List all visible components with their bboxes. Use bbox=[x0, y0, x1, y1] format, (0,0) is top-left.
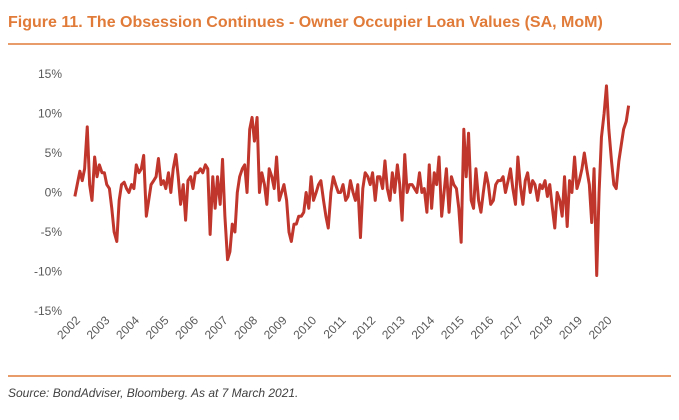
x-tick-label: 2003 bbox=[84, 313, 113, 342]
x-tick-label: 2019 bbox=[556, 313, 585, 342]
y-tick-label: -10% bbox=[34, 265, 62, 279]
x-tick-label: 2014 bbox=[409, 313, 438, 342]
x-tick-label: 2016 bbox=[468, 313, 497, 342]
x-tick-label: 2006 bbox=[172, 313, 201, 342]
x-tick-label: 2005 bbox=[143, 313, 172, 342]
y-tick-label: 0% bbox=[45, 186, 63, 200]
source-note: Source: BondAdviser, Bloomberg. As at 7 … bbox=[8, 386, 298, 400]
x-tick-label: 2020 bbox=[586, 313, 615, 342]
y-tick-label: 15% bbox=[38, 67, 62, 81]
x-tick-label: 2010 bbox=[290, 313, 319, 342]
chart-title: Figure 11. The Obsession Continues - Own… bbox=[8, 14, 603, 31]
x-tick-label: 2013 bbox=[379, 313, 408, 342]
x-tick-label: 2012 bbox=[350, 313, 379, 342]
x-tick-label: 2018 bbox=[527, 313, 556, 342]
x-tick-label: 2015 bbox=[438, 313, 467, 342]
x-tick-label: 2017 bbox=[497, 313, 526, 342]
y-tick-label: -15% bbox=[34, 304, 62, 318]
x-tick-label: 2011 bbox=[321, 313, 349, 341]
y-tick-label: 10% bbox=[38, 107, 62, 121]
data-line bbox=[73, 84, 631, 277]
y-tick-label: 5% bbox=[45, 146, 63, 160]
x-tick-label: 2008 bbox=[231, 313, 260, 342]
y-tick-label: -5% bbox=[41, 225, 63, 239]
x-tick-label: 2009 bbox=[261, 313, 290, 342]
x-tick-label: 2004 bbox=[113, 313, 142, 342]
x-tick-label: 2007 bbox=[202, 313, 231, 342]
